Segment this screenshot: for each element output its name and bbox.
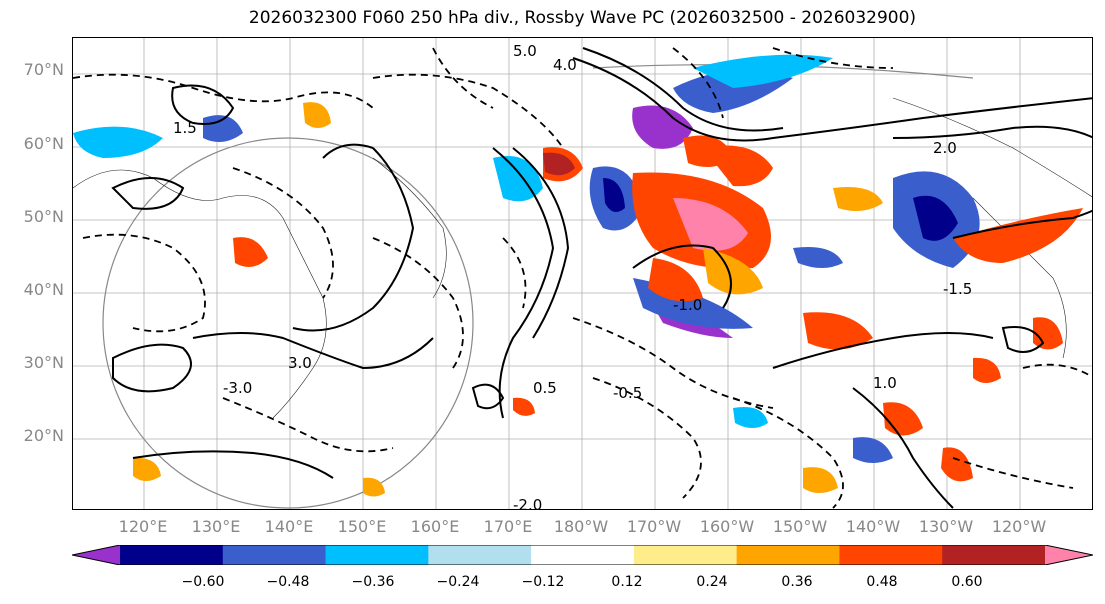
- lon-label-120w: 120°W: [991, 517, 1047, 536]
- map-title: 2026032300 F060 250 hPa div., Rossby Wav…: [248, 8, 917, 28]
- lon-label-170w: 170°W: [626, 517, 682, 536]
- colorbar-segment: [736, 545, 840, 565]
- lon-label-130e: 130°E: [191, 517, 241, 536]
- contour-label: 0.5: [533, 379, 557, 397]
- colorbar-segment: [120, 545, 224, 565]
- colorbar-tick: −0.60: [181, 574, 225, 590]
- lon-label-140w: 140°W: [845, 517, 901, 536]
- contour-label: -0.5: [613, 384, 642, 402]
- colorbar-tick: −0.24: [436, 574, 480, 590]
- lat-label-60n: 60°N: [23, 134, 64, 153]
- contour-label: 1.0: [873, 374, 897, 392]
- lat-label-70n: 70°N: [23, 60, 64, 79]
- lon-label-130w: 130°W: [918, 517, 974, 536]
- lat-label-20n: 20°N: [23, 426, 64, 445]
- colorbar-segment: [942, 545, 1046, 565]
- lon-label-180w: 180°W: [553, 517, 609, 536]
- contour-label: -2.0: [513, 496, 542, 510]
- colorbar-tick: 0.12: [611, 574, 643, 590]
- colorbar-tick: 0.36: [781, 574, 813, 590]
- contour-label: 5.0: [513, 42, 537, 60]
- contour-label: -3.0: [223, 379, 252, 397]
- colorbar-segment: [633, 545, 738, 565]
- lon-label-120e: 120°E: [118, 517, 168, 536]
- lon-label-140e: 140°E: [264, 517, 314, 536]
- contour-label: 3.0: [288, 354, 312, 372]
- colorbar-tick: −0.36: [351, 574, 395, 590]
- map-canvas: 5.0 4.0 3.0 2.0 1.5 1.0 0.5 -0.5 -1.0 -1…: [73, 38, 1092, 510]
- divergence-negative-patches: [73, 54, 980, 463]
- colorbar-segment: [531, 545, 635, 565]
- colorbar-segment: [839, 545, 943, 565]
- contour-label: -1.5: [943, 280, 972, 298]
- colorbar-tick: −0.48: [266, 574, 310, 590]
- colorbar-tick: 0.48: [866, 574, 898, 590]
- contour-label: 4.0: [553, 56, 577, 74]
- colorbar-segment: [222, 545, 327, 565]
- colorbar-tick: −0.12: [521, 574, 565, 590]
- colorbar: [72, 545, 1093, 565]
- contour-label: 2.0: [933, 139, 957, 157]
- graticule: [73, 38, 1092, 509]
- contour-label: -1.0: [673, 296, 702, 314]
- lon-label-160e: 160°E: [410, 517, 460, 536]
- colorbar-segment: [1045, 545, 1093, 565]
- colorbar-segment: [325, 545, 429, 565]
- solid-contours: [111, 47, 1092, 509]
- colorbar-tick: 0.60: [951, 574, 983, 590]
- lon-label-170e: 170°E: [483, 517, 533, 536]
- lon-label-150e: 150°E: [337, 517, 387, 536]
- contour-label: 1.5: [173, 119, 197, 137]
- dashed-contours: [73, 47, 1092, 509]
- map-panel: 5.0 4.0 3.0 2.0 1.5 1.0 0.5 -0.5 -1.0 -1…: [72, 37, 1093, 510]
- colorbar-segment: [72, 545, 120, 565]
- lat-label-30n: 30°N: [23, 353, 64, 372]
- lon-label-150w: 150°W: [772, 517, 828, 536]
- colorbar-tick: 0.24: [696, 574, 728, 590]
- lat-label-50n: 50°N: [23, 207, 64, 226]
- contour-label-group: 5.0 4.0 3.0 2.0 1.5 1.0 0.5 -0.5 -1.0 -1…: [173, 42, 972, 510]
- lat-label-40n: 40°N: [23, 280, 64, 299]
- lon-label-160w: 160°W: [699, 517, 755, 536]
- colorbar-segment: [428, 545, 532, 565]
- divergence-positive-patches: [133, 102, 1083, 497]
